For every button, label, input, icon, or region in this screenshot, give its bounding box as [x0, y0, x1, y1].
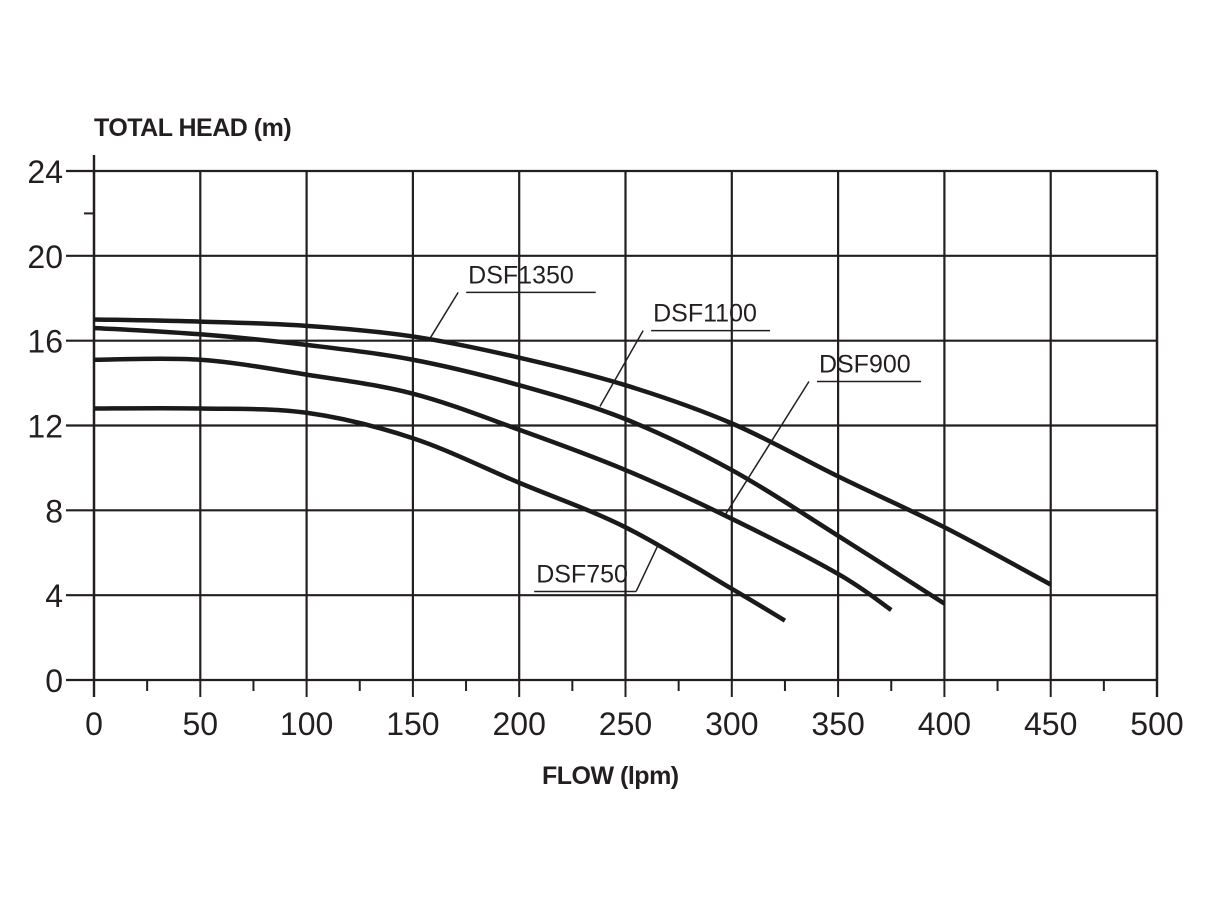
label-dsf900: DSF900 [819, 350, 911, 378]
y-tick-label: 8 [45, 493, 63, 529]
curve-dsf900 [93, 356, 893, 612]
label-dsf1350: DSF1350 [468, 261, 574, 289]
x-tick-label: 200 [493, 706, 546, 742]
leader-line [429, 292, 459, 339]
curve-labels: DSF1350 DSF1100 DSF900 DSF750 [429, 261, 922, 593]
label-dsf750: DSF750 [536, 560, 628, 588]
axis-ticks [84, 212, 1158, 697]
curve-dsf1350 [93, 317, 1052, 587]
leader-line [635, 546, 659, 592]
y-tick-label: 24 [27, 154, 63, 190]
tick-labels: 0 50 100 150 200 250 300 350 400 450 500 0 4 8 12 16 20 2… [27, 154, 1183, 742]
leader-line [599, 330, 644, 407]
x-axis-title: FLOW (lpm) [542, 762, 679, 790]
x-tick-label: 50 [183, 706, 219, 742]
x-tick-label: 450 [1024, 706, 1077, 742]
leader-line [724, 381, 810, 515]
y-tick-label: 16 [27, 324, 63, 360]
grid [66, 155, 1159, 697]
x-tick-label: 150 [386, 706, 439, 742]
x-tick-label: 400 [918, 706, 971, 742]
x-tick-label: 500 [1130, 706, 1183, 742]
y-tick-label: 0 [45, 663, 63, 699]
y-tick-label: 4 [45, 578, 63, 614]
pump-curves [93, 317, 1052, 623]
y-axis-title: TOTAL HEAD (m) [94, 114, 292, 142]
x-tick-label: 350 [811, 706, 864, 742]
label-dsf1100: DSF1100 [653, 300, 757, 328]
x-tick-label: 300 [705, 706, 758, 742]
y-tick-label: 20 [27, 239, 63, 275]
curve-dsf750 [93, 405, 787, 623]
y-tick-label: 12 [27, 409, 63, 445]
x-tick-label: 100 [280, 706, 333, 742]
x-tick-label: 250 [599, 706, 652, 742]
curve-dsf1100 [93, 325, 946, 606]
x-tick-label: 0 [85, 706, 103, 742]
